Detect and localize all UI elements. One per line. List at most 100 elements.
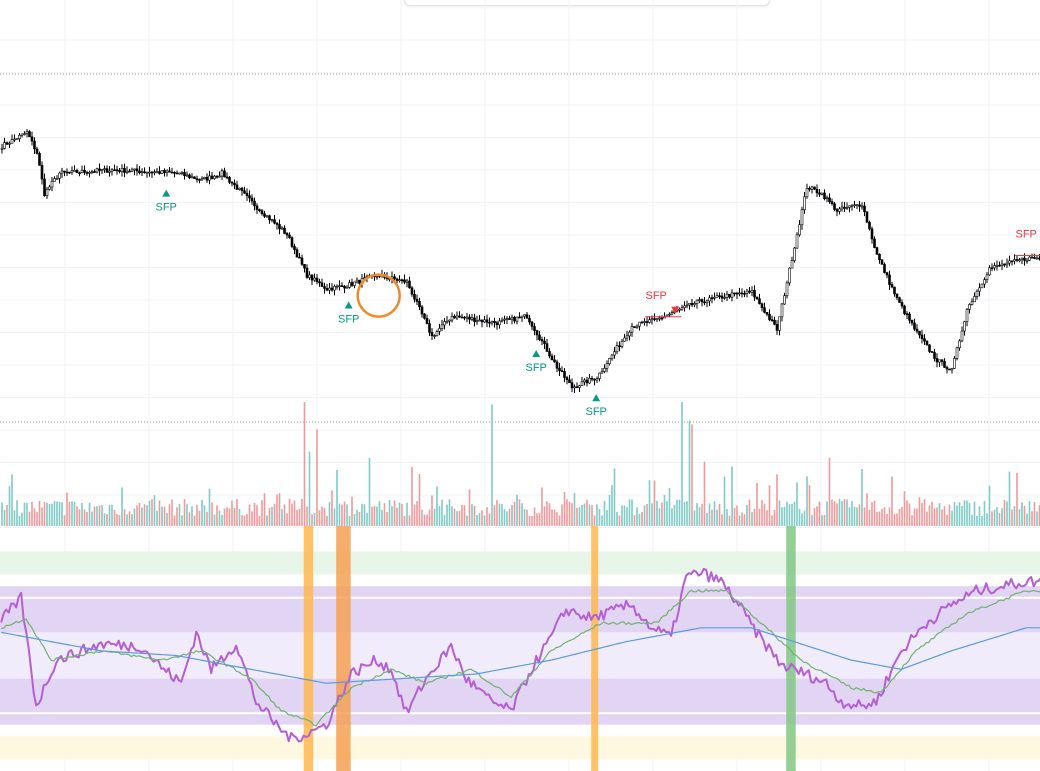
candle-body — [770, 319, 774, 321]
volume-bar — [716, 509, 718, 526]
candle-body — [525, 314, 529, 319]
candle-body — [928, 344, 931, 352]
volume-bar — [703, 461, 706, 526]
candle-body — [790, 260, 794, 269]
volume-bar — [768, 485, 771, 526]
volume-bar — [276, 494, 278, 526]
volume-bar — [383, 503, 386, 526]
volume-bar — [893, 514, 896, 526]
volume-bar — [461, 505, 463, 526]
candle-body — [938, 359, 941, 363]
volume-bar — [628, 499, 631, 526]
candle-body — [960, 330, 964, 342]
candle-body — [865, 211, 869, 223]
volume-bar — [411, 466, 413, 526]
candle-body — [33, 140, 36, 150]
volume-bar — [988, 485, 991, 526]
volume-bar — [696, 503, 698, 526]
volume-bar — [201, 499, 203, 526]
volume-bar — [711, 509, 713, 526]
volume-bar — [748, 499, 751, 526]
candle-body — [45, 189, 49, 197]
volume-bar — [333, 508, 336, 526]
volume-bar — [328, 501, 331, 526]
candle-body — [730, 292, 734, 298]
candle-body — [685, 304, 689, 307]
volume-bar — [981, 515, 983, 526]
candle-body — [698, 299, 701, 301]
volume-bar — [381, 509, 383, 526]
candle-body — [583, 379, 586, 383]
volume-bar — [708, 503, 711, 526]
candle-body — [1033, 257, 1036, 259]
candle-body — [845, 207, 849, 209]
candle-body — [653, 318, 656, 320]
candle-body — [773, 319, 776, 325]
volume-bar — [623, 505, 626, 526]
volume-bar — [423, 514, 426, 526]
volume-bar — [228, 508, 231, 526]
volume-bar — [68, 501, 71, 526]
candle-body — [883, 264, 886, 273]
volume-bar — [646, 503, 648, 526]
volume-bar — [821, 515, 823, 526]
volume-bar — [873, 500, 876, 526]
volume-bar — [526, 509, 528, 526]
candle-body — [353, 281, 356, 286]
volume-bar — [326, 515, 328, 526]
volume-bar — [546, 501, 548, 526]
volume-bar — [483, 515, 486, 526]
candle-body — [835, 209, 839, 212]
volume-bar — [263, 493, 266, 526]
volume-bar — [486, 507, 488, 526]
candle-body — [300, 257, 304, 265]
volume-bar — [408, 515, 411, 526]
volume-bar — [248, 504, 251, 526]
volume-bar — [498, 503, 501, 526]
volume-bar — [846, 499, 848, 526]
volume-bar — [31, 501, 33, 526]
volume-bar — [346, 504, 348, 526]
candle-body — [953, 358, 956, 369]
candle-body — [818, 192, 821, 195]
candle-body — [1035, 257, 1039, 260]
candle-body — [173, 171, 176, 174]
candle-body — [100, 169, 104, 171]
candle-body — [578, 385, 581, 388]
candle-body — [423, 313, 426, 319]
candle-body — [825, 197, 829, 200]
candle-body — [275, 222, 279, 225]
candle-body — [180, 172, 184, 174]
sfp-label: SFP — [338, 314, 359, 326]
volume-bar — [203, 505, 206, 526]
volume-bar — [581, 504, 583, 526]
candle-body — [608, 357, 611, 365]
volume-bar — [611, 485, 613, 526]
volume-bar — [788, 504, 791, 526]
candle-body — [140, 171, 144, 174]
candle-body — [225, 176, 229, 179]
candle-body — [843, 206, 846, 209]
candle-body — [148, 171, 151, 174]
candle-body — [30, 136, 34, 142]
volume-bar — [823, 515, 826, 526]
volume-bar — [793, 501, 796, 526]
volume-bar — [1013, 506, 1016, 526]
candle-body — [868, 221, 871, 230]
candle-body — [55, 178, 59, 180]
volume-bar — [561, 504, 563, 526]
candle-body — [650, 318, 654, 321]
volume-bar — [198, 510, 201, 526]
volume-bar — [1018, 509, 1021, 526]
candle-body — [88, 172, 91, 174]
candle-body — [125, 170, 129, 173]
candle-body — [993, 265, 996, 269]
candle-body — [185, 174, 189, 177]
volume-bar — [958, 502, 961, 526]
candle-body — [245, 192, 249, 196]
volume-bar — [991, 511, 993, 526]
candle-body — [208, 175, 211, 181]
volume-bar — [323, 507, 326, 526]
volume-bar — [758, 508, 761, 526]
